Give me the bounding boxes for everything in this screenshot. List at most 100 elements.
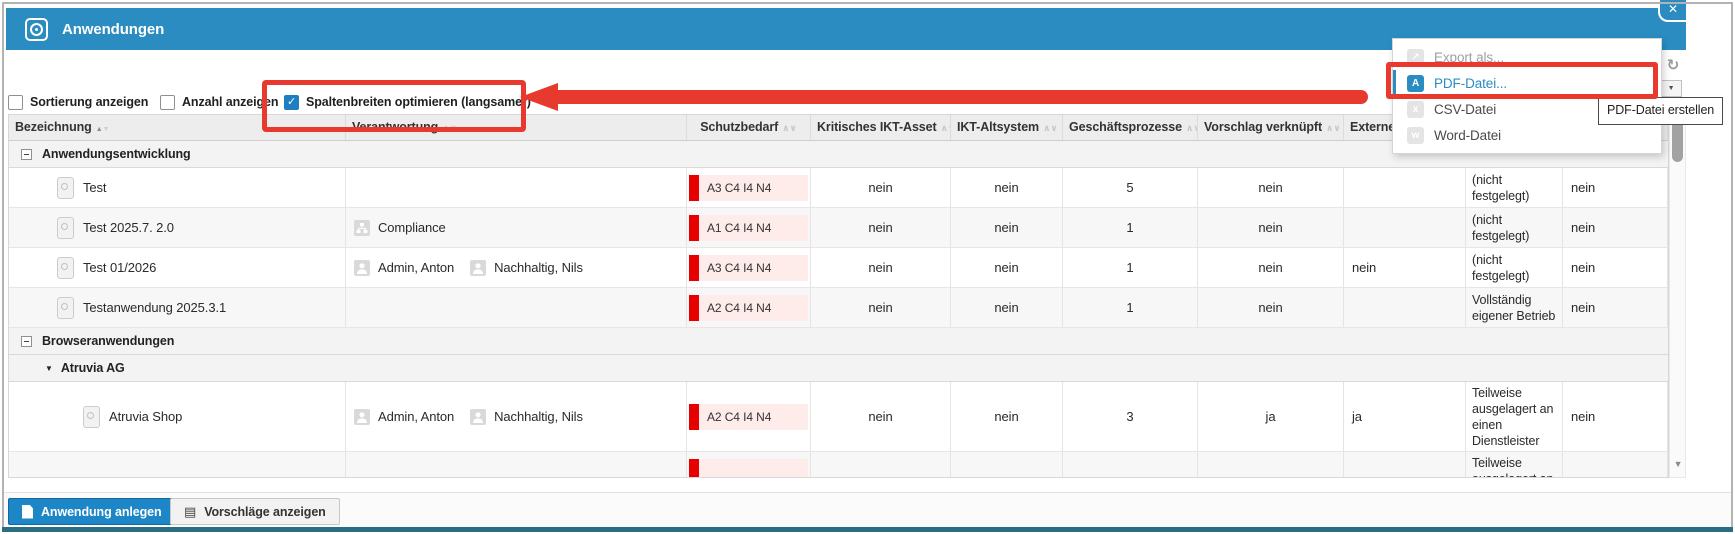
checkbox-icon bbox=[8, 94, 23, 110]
applications-table: Bezeichnung ▲▼ Verantwortung ∧∨ Schutzbeda… bbox=[8, 114, 1669, 478]
refresh-icon[interactable]: ↻ bbox=[1666, 57, 1680, 74]
responsible-entry: Nachhaltig, Nils bbox=[470, 408, 583, 425]
column-options-dropdown-button[interactable]: ▼ bbox=[1660, 80, 1682, 97]
responsible-entry: Compliance bbox=[354, 219, 446, 236]
cell-vorschlag: nein bbox=[1198, 208, 1344, 247]
scrollbar-thumb[interactable] bbox=[1672, 120, 1683, 162]
table-row-atruvia-shop[interactable]: Atruvia Shop Admin, Anton Nachhaltig, Ni… bbox=[9, 382, 1668, 452]
cell-last: nein bbox=[1563, 382, 1668, 451]
cell-vorschlag: nein bbox=[1198, 168, 1344, 207]
extras-dropdown-menu: ↗ Export als... A PDF-Datei... x CSV-Dat… bbox=[1392, 38, 1662, 154]
csv-file-icon: x bbox=[1407, 100, 1424, 118]
column-header-kritisches-ikt-asset[interactable]: Kritisches IKT-Asset∧∨ bbox=[811, 115, 951, 140]
schutzbedarf-badge: A1 C4 I4 N4 bbox=[689, 214, 808, 241]
table-row-test-01-2026[interactable]: Test 01/2026 Admin, Anton Nachhaltig, Ni… bbox=[9, 248, 1668, 288]
cell-betrieb: (nicht festgelegt) bbox=[1472, 252, 1530, 283]
cell-betrieb: (nicht festgelegt) bbox=[1472, 212, 1530, 243]
cell-kritisch: nein bbox=[811, 382, 951, 451]
tooltip: PDF-Datei erstellen bbox=[1598, 97, 1724, 125]
group-label: Browseranwendungen bbox=[42, 334, 175, 348]
table-row-test-2025-7[interactable]: Test 2025.7. 2.0 Compliance A1 C4 I4 N4 … bbox=[9, 208, 1668, 248]
close-button[interactable]: ✕ bbox=[1658, 0, 1686, 22]
responsible-entry: Admin, Anton bbox=[354, 259, 454, 276]
schutzbedarf-badge: A2 C4 I4 N4 bbox=[689, 294, 808, 321]
responsible-entry: Nachhaltig, Nils bbox=[470, 259, 583, 276]
cell-externe bbox=[1344, 208, 1466, 247]
checkbox-label: Anzahl anzeigen bbox=[182, 95, 279, 109]
menu-item-csv-datei[interactable]: x CSV-Datei bbox=[1393, 96, 1661, 122]
column-header-vorschlag-verknuepft[interactable]: Vorschlag verknüpft ∧∨ bbox=[1198, 115, 1344, 140]
menu-item-word-datei[interactable]: w Word-Datei bbox=[1393, 122, 1661, 148]
cell-last: nein bbox=[1563, 168, 1668, 207]
menu-item-pdf-datei[interactable]: A PDF-Datei... bbox=[1393, 70, 1661, 96]
table-row-test[interactable]: Test A3 C4 I4 N4 nein nein 5 nein (nicht… bbox=[9, 168, 1668, 208]
schutzbedarf-badge: A3 C4 I4 N4 bbox=[689, 254, 808, 281]
word-file-icon: w bbox=[1407, 126, 1424, 144]
group-label: Anwendungsentwicklung bbox=[42, 147, 191, 161]
collapse-icon[interactable] bbox=[21, 335, 32, 347]
list-icon: ▤ bbox=[184, 504, 197, 519]
cell-betrieb: Teilweise ausgelagert an einen Dienstlei… bbox=[1472, 456, 1553, 477]
application-name: Atruvia Shop bbox=[109, 409, 183, 424]
column-header-geschaeftsprozesse[interactable]: Geschäftsprozesse∧∨ bbox=[1063, 115, 1198, 140]
application-icon bbox=[57, 296, 74, 319]
scrollbar-down-arrow[interactable]: ▼ bbox=[1673, 459, 1683, 469]
cell-kritisch: nein bbox=[811, 248, 951, 287]
column-header-ikt-altsystem[interactable]: IKT-Altsystem ∧∨ bbox=[951, 115, 1063, 140]
vorschlaege-anzeigen-button[interactable]: ▤ Vorschläge anzeigen bbox=[170, 498, 340, 525]
application-icon bbox=[57, 216, 74, 239]
cell-kritisch: nein bbox=[811, 168, 951, 207]
checkbox-anzahl-anzeigen[interactable]: Anzahl anzeigen bbox=[160, 92, 279, 112]
cell-last: nein bbox=[1563, 208, 1668, 247]
sort-icon: ∧∨ bbox=[1043, 123, 1058, 133]
cell-vorschlag: nein bbox=[1198, 248, 1344, 287]
group-row-browseranwendungen[interactable]: Browseranwendungen bbox=[9, 328, 1668, 355]
column-header-hidden-2[interactable] bbox=[1563, 115, 1668, 140]
cell-prozesse: 5 bbox=[1063, 168, 1198, 207]
responsible-entry: Admin, Anton bbox=[354, 408, 454, 425]
sort-icon: ∧∨ bbox=[1326, 123, 1341, 133]
person-icon bbox=[470, 408, 487, 425]
active-item-accent-bar bbox=[1393, 70, 1396, 96]
cell-altsystem: nein bbox=[951, 248, 1063, 287]
chevron-down-icon[interactable]: ▼ bbox=[45, 363, 53, 373]
person-icon bbox=[470, 259, 487, 276]
vertical-scrollbar[interactable] bbox=[1669, 114, 1686, 478]
checkbox-label: Sortierung anzeigen bbox=[30, 95, 149, 109]
org-unit-icon bbox=[354, 219, 370, 236]
checkbox-checked-icon bbox=[284, 94, 299, 110]
export-icon: ↗ bbox=[1407, 48, 1424, 66]
menu-item-export-als: ↗ Export als... bbox=[1393, 44, 1661, 70]
cell-altsystem: nein bbox=[951, 382, 1063, 451]
cell-externe: ja bbox=[1344, 382, 1466, 451]
new-document-icon bbox=[22, 504, 33, 519]
application-icon bbox=[83, 405, 100, 428]
column-header-verantwortung[interactable]: Verantwortung ∧∨ bbox=[346, 115, 687, 140]
anwendung-anlegen-button[interactable]: Anwendung anlegen bbox=[8, 498, 176, 525]
person-icon bbox=[354, 408, 370, 425]
table-row-partial[interactable]: Teilweise ausgelagert an einen Dienstlei… bbox=[9, 452, 1668, 477]
application-name: Test bbox=[83, 180, 107, 195]
applications-icon bbox=[25, 17, 48, 41]
column-header-bezeichnung[interactable]: Bezeichnung ▲▼ bbox=[9, 115, 346, 140]
highlight-arrow-head bbox=[520, 83, 558, 111]
cell-altsystem: nein bbox=[951, 168, 1063, 207]
column-header-schutzbedarf[interactable]: Schutzbedarf ∧∨ bbox=[687, 115, 811, 140]
application-name: Test 01/2026 bbox=[83, 260, 157, 275]
sort-icon: ∧∨ bbox=[782, 123, 797, 133]
schutzbedarf-badge bbox=[689, 459, 808, 477]
application-icon bbox=[57, 256, 74, 279]
cell-prozesse: 1 bbox=[1063, 208, 1198, 247]
checkbox-sortierung-anzeigen[interactable]: Sortierung anzeigen bbox=[8, 92, 148, 112]
group-row-anwendungsentwicklung[interactable]: Anwendungsentwicklung bbox=[9, 141, 1668, 168]
application-icon bbox=[57, 176, 74, 199]
sort-icon: ∧∨ bbox=[940, 123, 950, 133]
highlight-arrow bbox=[556, 90, 1368, 104]
checkbox-spaltenbreiten-optimieren[interactable]: Spaltenbreiten optimieren (langsamer) bbox=[284, 92, 531, 112]
cell-betrieb: (nicht festgelegt) bbox=[1472, 172, 1530, 203]
pdf-file-icon: A bbox=[1407, 74, 1424, 92]
cell-externe bbox=[1344, 168, 1466, 207]
subgroup-row-atruvia-ag[interactable]: ▼ Atruvia AG bbox=[9, 355, 1668, 382]
collapse-icon[interactable] bbox=[21, 148, 32, 160]
table-row-testanwendung[interactable]: Testanwendung 2025.3.1 A2 C4 I4 N4 nein … bbox=[9, 288, 1668, 328]
